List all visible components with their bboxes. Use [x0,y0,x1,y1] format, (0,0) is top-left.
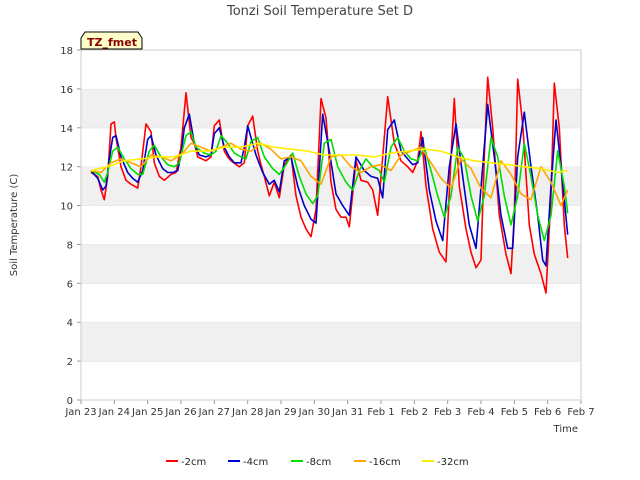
y-tick-label: 6 [67,279,73,290]
y-tick-label: 10 [60,202,73,213]
series-line-16cmcm [90,142,569,207]
plot-background [81,49,581,400]
x-tick-label: Jan 30 [298,407,330,418]
legend-label: -32cm [437,457,469,468]
y-tick-label: 12 [60,163,73,174]
x-tick-label: Jan 23 [64,407,96,418]
y-tick-labels: 0 2 4 6 8 10 12 14 16 18 [60,46,81,407]
x-tick-label: Feb 5 [501,407,528,418]
x-axis-label: Time [553,424,578,435]
badge-label: TZ_fmet [87,36,137,49]
x-tick-label: Feb 3 [434,407,461,418]
legend-label: -4cm [243,457,268,468]
grid-band [81,50,581,89]
x-tick-label: Jan 24 [98,407,130,418]
grid-band [81,88,581,128]
x-tick-label: Feb 7 [567,407,594,418]
y-tick-label: 2 [67,357,73,368]
legend-label: -16cm [369,457,401,468]
series-lines [90,76,569,294]
series-line-32cmcm [90,142,568,174]
grid-band [81,322,581,362]
plot-frame [80,49,582,401]
x-tick-label: Feb 6 [534,407,561,418]
y-tick-label: 16 [60,85,73,96]
y-tick-label: 4 [67,318,73,329]
y-tick-label: 0 [67,396,73,407]
x-tick-label: Jan 27 [198,407,230,418]
y-tick-label: 18 [60,46,73,57]
x-tick-label: Jan 26 [164,407,196,418]
grid-band [81,205,581,245]
y-tick-label: 8 [67,240,73,251]
legend: -2cm -4cm -8cm -16cm -32cm [166,457,469,468]
x-tick-label: Feb 4 [467,407,494,418]
x-tick-label: Jan 29 [264,407,296,418]
legend-label: -8cm [306,457,331,468]
series-line-8cmcm [90,130,569,242]
badge: TZ_fmet [80,31,143,50]
x-tick-label: Jan 25 [131,407,163,418]
x-tick-labels: Jan 23 Jan 24 Jan 25 Jan 26 Jan 27 Jan 28 Jan … [64,400,595,418]
grid-band [81,244,581,284]
y-tick-label: 14 [60,124,73,135]
legend-label: -2cm [181,457,206,468]
x-tick-label: Feb 2 [401,407,428,418]
chart-title: Tonzi Soil Temperature Set D [226,4,413,19]
grid-band [81,283,581,323]
x-tick-label: Jan 28 [231,407,263,418]
series-line-4cmcm [90,103,569,267]
grid-band [81,361,581,400]
x-tick-label: Feb 1 [367,407,394,418]
y-axis-label: Soil Temperature (C) [9,174,20,277]
x-tick-label: Jan 31 [331,407,363,418]
